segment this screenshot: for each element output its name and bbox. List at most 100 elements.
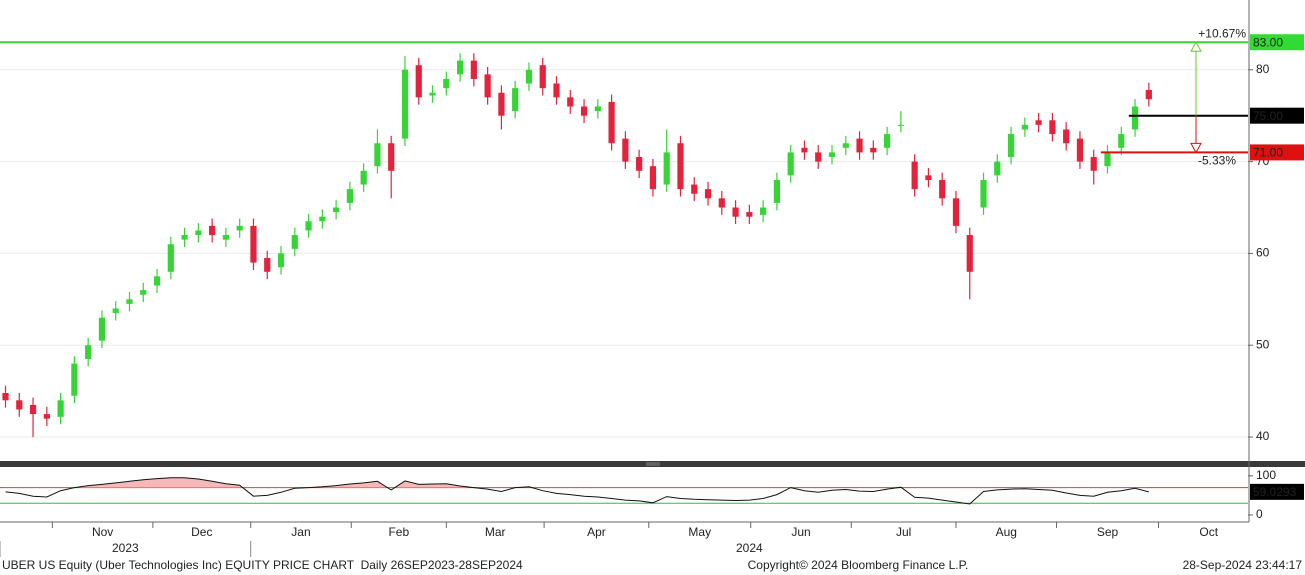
candle-body [456,60,464,75]
annotation: +10.67% [1198,26,1246,40]
rsi-overbought-area [5,477,1149,488]
candle-body [1131,106,1139,130]
candle-body [374,143,381,167]
candle-body [333,207,340,213]
rsi-value-label: 59.0293 [1253,485,1297,499]
candle-body [718,198,725,208]
candle-body [704,189,712,199]
candle-body [236,225,243,231]
candle-body [911,161,918,190]
candle-body [815,152,822,162]
footer-right: 28-Sep-2024 23:44:17 [1183,558,1303,572]
candle-body [443,78,450,89]
candle-body [897,124,904,126]
candle-body [801,147,808,153]
candle-body [415,65,422,98]
candle-body [691,184,698,194]
candle-body [677,143,684,190]
candle-body [760,207,767,215]
candle-body [966,235,973,272]
level-label: 83.00 [1253,35,1283,49]
candle-body [305,221,312,231]
candle-body [98,317,106,341]
candle-body [291,235,298,249]
x-tick-label: Feb [388,525,409,539]
candle-body [594,106,601,112]
candle-body [195,230,202,236]
candle-body [140,290,147,295]
x-tick-label: Jul [896,525,911,539]
candle-body [663,152,670,185]
candle-body [1007,134,1015,158]
candle-body [319,216,326,222]
candle-body [250,225,257,263]
candle-body [1145,89,1152,100]
candle-body [649,166,657,190]
candle-body [580,106,588,116]
candle-body [980,179,987,208]
x-tick-label: Sep [1097,525,1119,539]
candle-body [539,65,546,89]
candle-body [842,143,849,148]
candle-body [1076,138,1084,162]
candle-body [732,207,739,217]
candle-body [884,134,891,148]
candle-body [1035,120,1042,125]
candle-body [746,212,753,217]
candle-body [43,414,50,419]
candle-body [1090,157,1097,171]
candle-body [388,143,395,171]
rsi-tick-label: 0 [1256,507,1263,521]
x-tick-label: Apr [587,525,606,539]
candle-body [112,308,119,314]
candle-body [1118,134,1125,148]
candle-body [346,189,353,203]
candle-body [773,179,780,203]
candle-body [567,97,574,107]
level-label: 71.00 [1253,146,1283,160]
level-label-box [1250,34,1304,51]
candle-body [264,258,271,272]
candle-body [277,253,285,268]
candle-body [57,400,64,417]
level-label-box [1250,107,1304,124]
candle-body [994,161,1001,176]
level-label: 75.00 [1253,109,1283,123]
x-tick-label: Mar [485,525,506,539]
x-tick-label: Nov [92,525,113,539]
arrow-head [1190,142,1202,154]
y-tick-label: 50 [1256,337,1270,351]
y-tick-label: 60 [1256,246,1270,260]
candle-body [1021,124,1028,130]
candle-body [2,392,9,401]
candle-body [16,400,23,410]
candle-body [167,244,174,272]
candle-body [939,179,946,199]
candle-body [1049,120,1056,135]
candle-body [85,345,92,360]
candle-body [925,175,932,180]
level-label-box [1250,144,1304,161]
candle-body [498,92,505,116]
candle-body [209,225,216,236]
candle-body [484,74,491,98]
candle-body [608,101,615,144]
x-tick-label: Aug [996,525,1017,539]
candle-body [429,92,436,96]
x-tick-label: Jan [291,525,310,539]
footer-left: UBER US Equity (Uber Technologies Inc) E… [2,558,523,572]
candle-body [1104,152,1111,167]
candle-body [1063,129,1070,144]
candle-body [470,60,477,79]
x-tick-label: Jun [791,525,810,539]
candle-body [856,138,863,153]
candle-body [525,69,533,84]
y-tick-label: 80 [1256,62,1270,76]
candle-body [181,235,188,240]
footer-center: Copyright© 2024 Bloomberg Finance L.P. [748,558,969,572]
candle-body [952,198,960,226]
candle-body [29,404,37,415]
rsi-line [5,477,1149,505]
y-tick-label: 40 [1256,429,1270,443]
